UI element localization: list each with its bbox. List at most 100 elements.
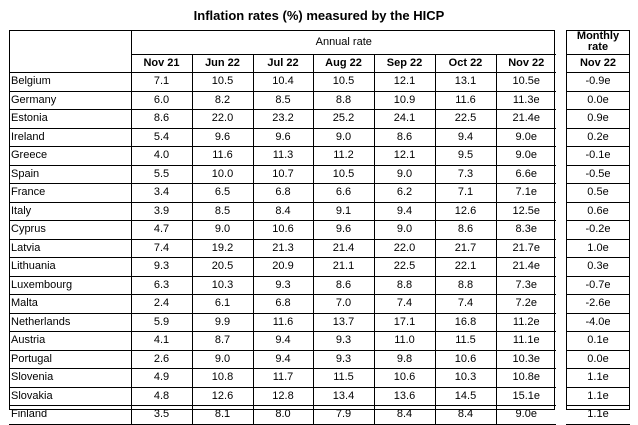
rate-cell: 21.3 [252, 239, 313, 258]
rate-cell: 10.5e [495, 72, 556, 92]
rate-cell: 11.6 [434, 91, 496, 110]
rate-cell: 20.5 [191, 257, 253, 277]
rate-cell: 8.7 [191, 331, 253, 351]
rate-cell: 6.8 [252, 294, 313, 314]
country-label: Ireland [9, 128, 132, 147]
rate-cell: 4.0 [130, 146, 192, 166]
rate-cell: 10.6 [373, 368, 435, 388]
country-label: Austria [9, 331, 132, 351]
table-row: Belgium 7.1 10.5 10.4 10.5 12.1 13.1 10.5e [9, 72, 556, 92]
monthly-row: 0.0e [566, 350, 630, 369]
rate-cell: 17.1 [373, 313, 435, 332]
column-header: Oct 22 [434, 54, 496, 73]
rate-cell: 9.0 [312, 128, 374, 147]
rate-cell: 7.4 [130, 239, 192, 258]
rate-cell: 21.1 [312, 257, 374, 277]
rate-cell: 9.0e [495, 146, 556, 166]
rate-cell: 12.5e [495, 202, 556, 221]
rate-cell: 6.0 [130, 91, 192, 110]
monthly-label-line1: Monthly [576, 30, 620, 42]
table-row: Malta 2.4 6.1 6.8 7.0 7.4 7.4 7.2e [9, 294, 556, 314]
monthly-row: 0.2e [566, 128, 630, 147]
rate-cell: 9.0 [373, 220, 435, 240]
table-row: Luxembourg 6.3 10.3 9.3 8.6 8.8 8.8 7.3e [9, 276, 556, 295]
rate-cell: 10.8 [191, 368, 253, 388]
monthly-rate-cell: 0.6e [566, 202, 630, 221]
rate-cell: 8.4 [252, 202, 313, 221]
rate-cell: 10.8e [495, 368, 556, 388]
monthly-row: -4.0e [566, 313, 630, 332]
country-label: Luxembourg [9, 276, 132, 295]
rate-cell: 8.6 [130, 109, 192, 129]
table-row: Portugal 2.6 9.0 9.4 9.3 9.8 10.6 10.3e [9, 350, 556, 369]
country-label: Latvia [9, 239, 132, 258]
monthly-rate-cell: 0.3e [566, 257, 630, 277]
monthly-row: 1.1e [566, 368, 630, 388]
monthly-row: -0.7e [566, 276, 630, 295]
rate-cell: 9.0e [495, 128, 556, 147]
rate-cell: 8.8 [373, 276, 435, 295]
rate-cell: 8.5 [252, 91, 313, 110]
rate-cell: 2.4 [130, 294, 192, 314]
monthly-rate-header: Monthly rate [566, 30, 630, 55]
rate-cell: 12.6 [434, 202, 496, 221]
country-label: France [9, 183, 132, 203]
monthly-rate-cell: 0.0e [566, 350, 630, 369]
table-row: Finland 3.5 8.1 8.0 7.9 8.4 8.4 9.0e [9, 405, 556, 425]
page-title: Inflation rates (%) measured by the HICP [193, 8, 445, 23]
rate-cell: 11.6 [252, 313, 313, 332]
rate-cell: 10.9 [373, 91, 435, 110]
rate-cell: 8.4 [434, 405, 496, 425]
rate-cell: 8.3e [495, 220, 556, 240]
rate-cell: 7.4 [373, 294, 435, 314]
rate-cell: 8.6 [434, 220, 496, 240]
rate-cell: 21.7e [495, 239, 556, 258]
rate-cell: 11.6 [191, 146, 253, 166]
rate-cell: 9.6 [252, 128, 313, 147]
rate-cell: 5.5 [130, 165, 192, 184]
rate-cell: 3.4 [130, 183, 192, 203]
rate-cell: 4.1 [130, 331, 192, 351]
rate-cell: 11.5 [434, 331, 496, 351]
country-label: Italy [9, 202, 132, 221]
table-row: Ireland 5.4 9.6 9.6 9.0 8.6 9.4 9.0e [9, 128, 556, 147]
column-header: Sep 22 [373, 54, 435, 73]
rate-cell: 10.6 [252, 220, 313, 240]
rate-cell: 10.3 [191, 276, 253, 295]
rate-cell: 9.3 [130, 257, 192, 277]
rate-cell: 23.2 [252, 109, 313, 129]
country-label: Netherlands [9, 313, 132, 332]
rate-cell: 12.8 [252, 387, 313, 406]
country-label: Lithuania [9, 257, 132, 277]
rate-cell: 9.5 [434, 146, 496, 166]
table-row: Italy 3.9 8.5 8.4 9.1 9.4 12.6 12.5e [9, 202, 556, 221]
table-row: Latvia 7.4 19.2 21.3 21.4 22.0 21.7 21.7e [9, 239, 556, 258]
rate-cell: 8.6 [312, 276, 374, 295]
rate-cell: 21.7 [434, 239, 496, 258]
rate-cell: 9.8 [373, 350, 435, 369]
rate-cell: 22.5 [434, 109, 496, 129]
rate-cell: 7.0 [312, 294, 374, 314]
monthly-row: -0.5e [566, 165, 630, 184]
rate-cell: 6.5 [191, 183, 253, 203]
rate-cell: 24.1 [373, 109, 435, 129]
rate-cell: 8.5 [191, 202, 253, 221]
country-label: Greece [9, 146, 132, 166]
monthly-rate-cell: -0.5e [566, 165, 630, 184]
rate-cell: 9.3 [312, 350, 374, 369]
monthly-rate-cell: -2.6e [566, 294, 630, 314]
monthly-rate-cell: 0.9e [566, 109, 630, 129]
rate-cell: 6.1 [191, 294, 253, 314]
monthly-row: 0.6e [566, 202, 630, 221]
rate-cell: 13.4 [312, 387, 374, 406]
rate-cell: 15.1e [495, 387, 556, 406]
monthly-rate-cell: 1.1e [566, 405, 630, 425]
rate-cell: 11.1e [495, 331, 556, 351]
rate-cell: 10.0 [191, 165, 253, 184]
rate-cell: 21.4e [495, 257, 556, 277]
monthly-rate-cell: -4.0e [566, 313, 630, 332]
country-label: Cyprus [9, 220, 132, 240]
monthly-row: -0.9e [566, 72, 630, 92]
annual-rate-header: Annual rate [131, 30, 556, 55]
monthly-rate-cell: -0.1e [566, 146, 630, 166]
